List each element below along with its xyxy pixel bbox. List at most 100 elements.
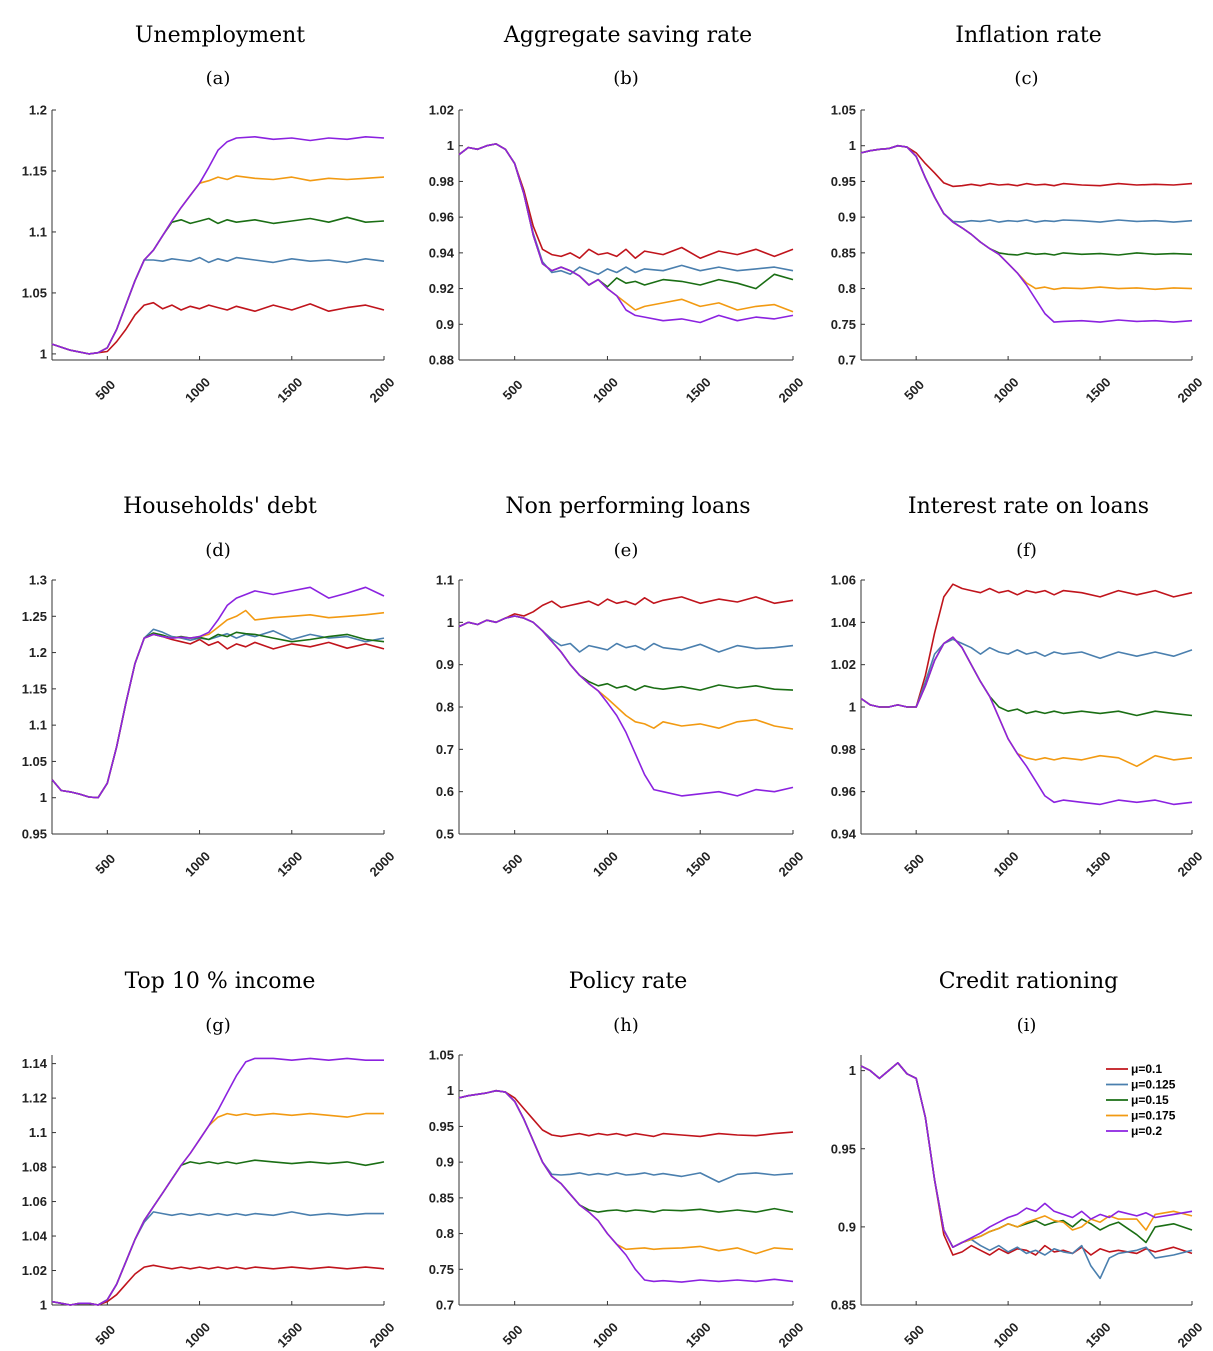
series-line-μ=0.2	[458, 143, 794, 324]
y-tick-label: 1.05	[831, 103, 856, 118]
y-tick-label: 1.02	[831, 657, 856, 672]
y-tick-label: 1.12	[22, 1091, 47, 1106]
y-tick-label: 0.92	[429, 281, 454, 296]
x-tick-label: 1500	[1083, 1319, 1114, 1350]
panel-i-label: (i)	[1017, 1015, 1037, 1036]
series-line-μ=0.175	[458, 143, 794, 313]
panel-i-title: Credit rationing	[939, 969, 1119, 994]
y-tick-label: 1.2	[29, 103, 47, 118]
x-tick-label: 1000	[590, 848, 621, 879]
y-tick-label: 1.1	[436, 573, 454, 588]
y-tick-label: 0.75	[429, 1262, 454, 1277]
series-line-μ=0.175	[51, 609, 385, 799]
y-tick-label: 0.95	[22, 827, 47, 842]
panel-h: Policy rate (h) 0.7 0.75 0.8 0.85 0.9 0.95 1 1.05…	[429, 969, 807, 1350]
x-tick-label: 500	[500, 1322, 526, 1348]
x-tick-label: 2000	[1174, 1319, 1205, 1350]
x-tick-label: 1500	[1083, 848, 1114, 879]
panel-b-label: (b)	[613, 68, 639, 89]
series-line-μ=0.15	[458, 615, 794, 691]
series-line-μ=0.125	[51, 256, 385, 355]
y-tick-label: 1.1	[29, 718, 47, 733]
x-tick-label: 2000	[366, 848, 397, 879]
y-tick-label: 0.88	[429, 353, 454, 368]
x-tick-label: 1000	[182, 848, 213, 879]
panel-e: Non performing loans (e) 0.5 0.6 0.7 0.8 0.9 1 1…	[436, 494, 807, 879]
legend-label: μ=0.15	[1131, 1093, 1169, 1107]
y-tick-label: 1.06	[22, 1194, 47, 1209]
y-tick-label: 0.8	[436, 700, 454, 715]
y-tick-label: 1.2	[29, 645, 47, 660]
y-tick-label: 0.85	[831, 245, 856, 260]
series-line-μ=0.175	[51, 1112, 384, 1306]
series-line-μ=0.125	[51, 628, 385, 799]
y-tick-label: 0.7	[436, 742, 454, 757]
series-line-μ=0.2	[860, 636, 1193, 806]
panel-d-label: (d)	[205, 540, 231, 561]
series-line-μ=0.15	[51, 631, 385, 799]
series-line-μ=0.15	[51, 1159, 385, 1306]
x-tick-label: 500	[500, 851, 526, 877]
series-line-μ=0.1	[51, 633, 385, 799]
x-tick-label: 2000	[775, 1319, 806, 1350]
y-tick-label: 1.05	[22, 285, 47, 300]
series-line-μ=0.175	[860, 636, 1193, 768]
y-tick-label: 0.8	[838, 281, 856, 296]
y-tick-label: 0.5	[436, 827, 454, 842]
y-tick-label: 1.04	[22, 1229, 48, 1244]
series-line-μ=0.125	[458, 615, 794, 653]
panel-h-title: Policy rate	[569, 969, 687, 994]
y-tick-label: 0.96	[831, 784, 856, 799]
x-tick-label: 2000	[366, 1319, 397, 1350]
y-tick-label: 0.85	[429, 1190, 454, 1205]
series-line-μ=0.1	[51, 301, 385, 355]
panel-f-label: (f)	[1016, 540, 1037, 561]
y-tick-label: 1	[40, 346, 47, 361]
y-tick-label: 1	[849, 700, 856, 715]
y-tick-label: 1.1	[29, 224, 47, 239]
x-tick-label: 500	[901, 1322, 927, 1348]
y-tick-label: 0.95	[429, 1119, 454, 1134]
y-tick-label: 1.08	[22, 1160, 47, 1175]
x-tick-label: 1000	[991, 374, 1022, 405]
y-tick-label: 1.25	[22, 609, 47, 624]
legend-label: μ=0.2	[1131, 1124, 1162, 1138]
panel-b: Aggregate saving rate (b) 0.88 0.9 0.92 0.94 0…	[429, 23, 807, 405]
x-tick-label: 500	[901, 377, 927, 403]
panel-c-title: Inflation rate	[955, 23, 1101, 48]
y-tick-label: 1.3	[29, 573, 47, 588]
series-line-μ=0.1	[458, 596, 794, 628]
panel-d: Households' debt (d) 0.95 1 1.05 1.1 1.15 1.2 1.…	[22, 494, 398, 879]
x-tick-label: 500	[92, 377, 118, 403]
y-tick-label: 0.94	[831, 827, 857, 842]
x-tick-label: 1500	[274, 1319, 305, 1350]
y-tick-label: 0.9	[436, 1155, 454, 1170]
x-tick-label: 1500	[274, 374, 305, 405]
y-tick-label: 0.94	[429, 245, 455, 260]
series-line-μ=0.2	[51, 586, 385, 799]
legend-label: μ=0.125	[1131, 1078, 1176, 1092]
y-tick-label: 0.95	[831, 174, 856, 189]
y-tick-label: 1	[849, 138, 856, 153]
y-tick-label: 0.9	[838, 1219, 856, 1234]
series-line-μ=0.125	[458, 143, 794, 276]
y-tick-label: 0.7	[838, 353, 856, 368]
x-tick-label: 1000	[590, 1319, 621, 1350]
series-line-μ=0.2	[458, 1089, 794, 1283]
series-line-μ=0.175	[51, 175, 385, 355]
series-line-μ=0.1	[458, 143, 794, 260]
panel-c-label: (c)	[1014, 68, 1038, 89]
panel-g-label: (g)	[205, 1015, 231, 1036]
y-tick-label: 1	[40, 1298, 47, 1313]
legend-label: μ=0.1	[1131, 1062, 1162, 1076]
y-tick-label: 0.96	[429, 210, 454, 225]
series-line-μ=0.1	[860, 583, 1193, 708]
y-tick-label: 1	[447, 1083, 454, 1098]
panel-e-title: Non performing loans	[505, 494, 750, 519]
panel-c: Inflation rate (c) 0.7 0.75 0.8 0.85 0.9 0.95 1 1…	[831, 23, 1206, 405]
series-line-μ=0.2	[860, 144, 1193, 323]
panel-b-title: Aggregate saving rate	[503, 23, 752, 48]
y-tick-label: 0.98	[831, 742, 856, 757]
x-tick-label: 1000	[182, 374, 213, 405]
y-tick-label: 0.6	[436, 784, 454, 799]
